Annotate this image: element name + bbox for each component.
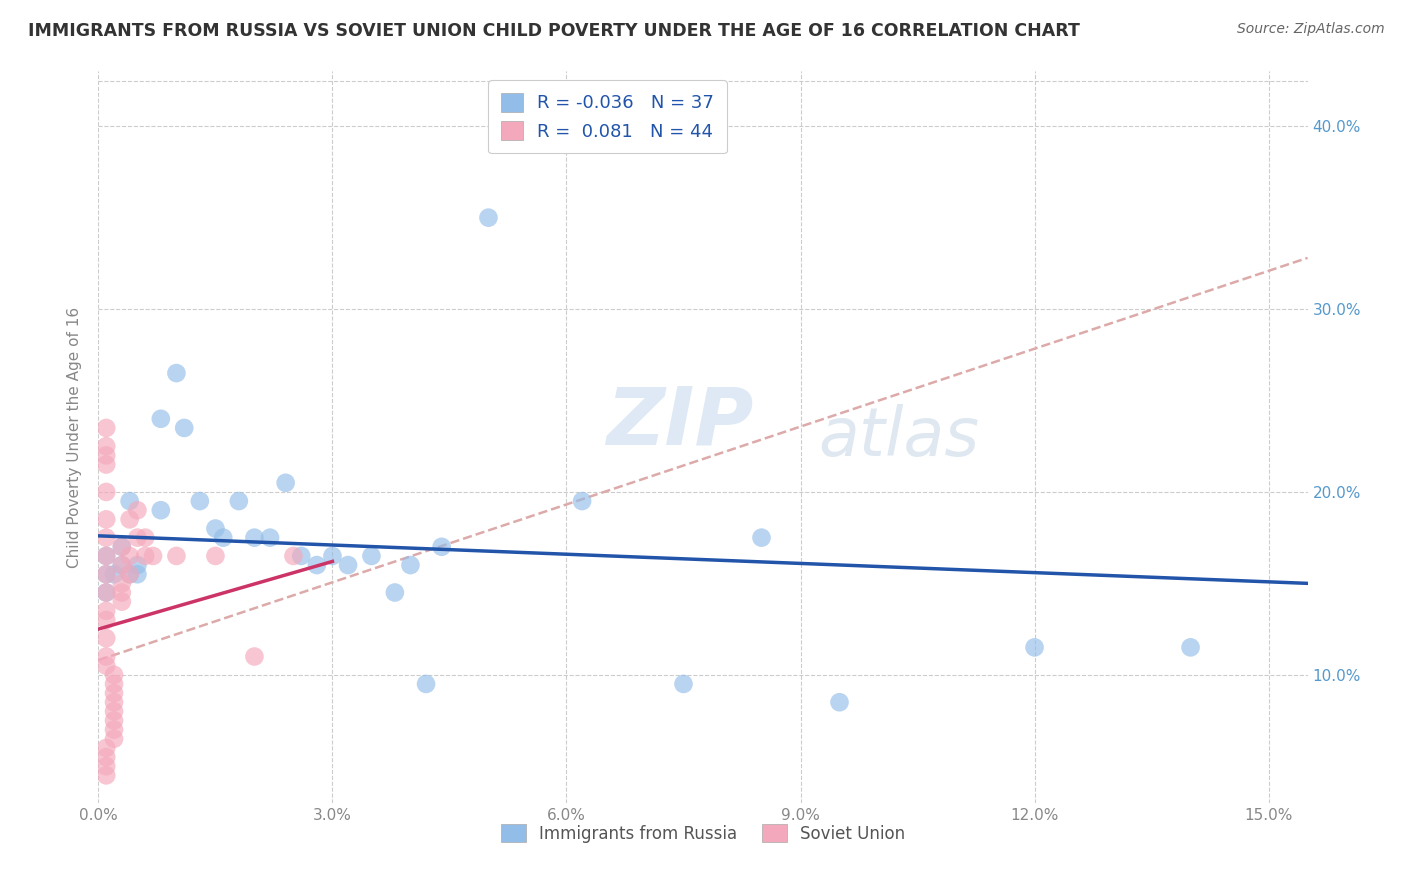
Point [96, 613, 118, 627]
Point [321, 549, 343, 563]
Point [111, 585, 134, 599]
Point [111, 540, 134, 554]
Point [360, 549, 382, 563]
Point [96, 759, 118, 773]
Point [111, 540, 134, 554]
Point [228, 494, 250, 508]
Point [127, 558, 149, 573]
Point [173, 421, 195, 435]
Point [430, 540, 453, 554]
Point [165, 366, 187, 380]
Point [111, 576, 134, 591]
Point [243, 531, 266, 545]
Point [103, 667, 125, 681]
Point [305, 558, 328, 573]
Point [96, 549, 118, 563]
Point [283, 549, 305, 563]
Point [96, 439, 118, 453]
Point [96, 658, 118, 673]
Point [103, 705, 125, 719]
Point [274, 475, 297, 490]
Point [96, 585, 118, 599]
Point [142, 549, 165, 563]
Point [259, 531, 281, 545]
Point [103, 695, 125, 709]
Text: IMMIGRANTS FROM RUSSIA VS SOVIET UNION CHILD POVERTY UNDER THE AGE OF 16 CORRELA: IMMIGRANTS FROM RUSSIA VS SOVIET UNION C… [28, 22, 1080, 40]
Point [103, 686, 125, 700]
Point [118, 567, 141, 582]
Point [96, 632, 118, 646]
Point [672, 677, 695, 691]
Point [96, 567, 118, 582]
Point [96, 649, 118, 664]
Point [96, 567, 118, 582]
Point [96, 531, 118, 545]
Point [1024, 640, 1046, 655]
Point [96, 750, 118, 764]
Point [477, 211, 499, 225]
Point [96, 604, 118, 618]
Point [96, 549, 118, 563]
Text: Source: ZipAtlas.com: Source: ZipAtlas.com [1237, 22, 1385, 37]
Point [103, 714, 125, 728]
Point [96, 512, 118, 526]
Text: ZIP: ZIP [606, 384, 754, 461]
Point [118, 549, 141, 563]
Legend: Immigrants from Russia, Soviet Union: Immigrants from Russia, Soviet Union [494, 818, 912, 849]
Text: atlas: atlas [818, 404, 979, 470]
Point [399, 558, 422, 573]
Point [751, 531, 773, 545]
Point [134, 549, 156, 563]
Point [96, 585, 118, 599]
Point [204, 521, 226, 535]
Point [96, 485, 118, 500]
Point [337, 558, 360, 573]
Point [571, 494, 593, 508]
Point [111, 558, 134, 573]
Point [212, 531, 235, 545]
Point [118, 494, 141, 508]
Point [127, 567, 149, 582]
Point [290, 549, 312, 563]
Point [828, 695, 851, 709]
Point [96, 458, 118, 472]
Point [96, 768, 118, 782]
Point [188, 494, 211, 508]
Point [118, 512, 141, 526]
Point [96, 448, 118, 462]
Point [103, 567, 125, 582]
Point [103, 723, 125, 737]
Point [384, 585, 406, 599]
Point [103, 677, 125, 691]
Point [165, 549, 187, 563]
Y-axis label: Child Poverty Under the Age of 16: Child Poverty Under the Age of 16 [67, 307, 83, 567]
Point [103, 731, 125, 746]
Point [149, 503, 172, 517]
Point [1180, 640, 1202, 655]
Point [149, 412, 172, 426]
Point [415, 677, 437, 691]
Point [134, 531, 156, 545]
Point [127, 531, 149, 545]
Point [118, 567, 141, 582]
Point [127, 503, 149, 517]
Point [204, 549, 226, 563]
Point [111, 558, 134, 573]
Point [111, 594, 134, 608]
Point [96, 740, 118, 755]
Point [96, 421, 118, 435]
Point [243, 649, 266, 664]
